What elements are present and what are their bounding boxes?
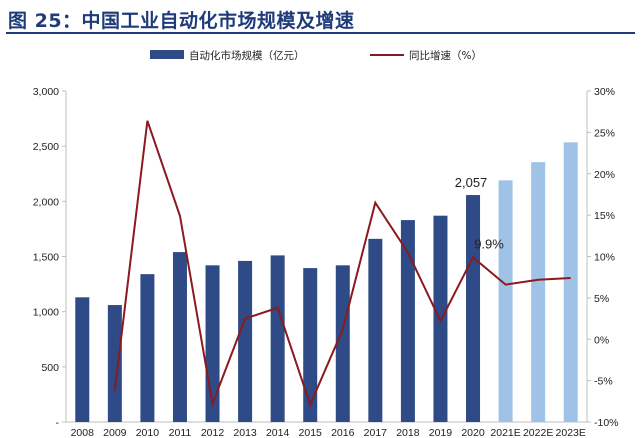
legend-label-bar: 自动化市场规模（亿元） — [189, 49, 305, 62]
x-tick-label: 2012 — [201, 427, 225, 438]
y-left-tick-label: 500 — [41, 362, 59, 374]
y-right-tick-label: -10% — [594, 417, 619, 429]
x-tick-label: 2015 — [299, 427, 323, 438]
bar-forecast — [563, 142, 578, 422]
x-tick-label: 2021E — [490, 427, 520, 438]
x-tick-label: 2011 — [169, 427, 192, 438]
growth-line — [113, 120, 571, 408]
bar-forecast — [531, 162, 546, 423]
data-label: 2,057 — [455, 175, 488, 190]
y-left-tick-label: 2,000 — [33, 196, 59, 208]
x-tick-label: 2016 — [331, 427, 355, 438]
figure-title: 图 25：中国工业自动化市场规模及增速 — [8, 10, 355, 32]
figure-title-bar: 图 25：中国工业自动化市场规模及增速 — [6, 4, 635, 34]
y-right-tick-label: 20% — [594, 169, 615, 181]
bar — [400, 220, 415, 422]
y-right-tick-label: 25% — [594, 127, 615, 139]
bar — [140, 274, 155, 422]
bar — [107, 305, 122, 422]
legend-swatch-bar — [150, 50, 184, 59]
x-tick-label: 2010 — [136, 427, 160, 438]
y-left-tick-label: - — [56, 417, 60, 429]
legend-label-line: 同比增速（%） — [409, 49, 482, 62]
x-tick-label: 2017 — [364, 427, 388, 438]
x-tick-label: 2018 — [396, 427, 420, 438]
data-label: 9.9% — [474, 236, 504, 251]
y-left-tick-label: 1,000 — [33, 307, 59, 319]
x-tick-label: 2009 — [103, 427, 127, 438]
x-tick-label: 2008 — [71, 427, 95, 438]
x-tick-label: 2022E — [523, 427, 553, 438]
bar — [238, 260, 253, 422]
x-tick-label: 2014 — [266, 427, 290, 438]
x-tick-label: 2013 — [233, 427, 257, 438]
bar — [303, 268, 318, 422]
bar — [75, 297, 90, 422]
y-left-tick-label: 2,500 — [33, 141, 59, 153]
y-right-tick-label: 5% — [594, 293, 609, 305]
bar — [270, 255, 285, 422]
bar — [335, 265, 350, 422]
y-right-tick-label: 15% — [594, 210, 615, 222]
bar-forecast — [498, 180, 513, 422]
bar — [466, 195, 481, 422]
bar — [368, 238, 383, 422]
y-right-tick-label: 10% — [594, 252, 615, 264]
x-tick-label: 2019 — [429, 427, 453, 438]
y-left-tick-label: 3,000 — [33, 86, 59, 98]
y-right-tick-label: 30% — [594, 86, 615, 98]
x-tick-label: 2023E — [556, 427, 586, 438]
bar — [172, 252, 187, 422]
y-right-tick-label: 0% — [594, 334, 609, 346]
y-right-tick-label: -5% — [594, 376, 613, 388]
x-tick-label: 2020 — [461, 427, 485, 438]
y-left-tick-label: 1,500 — [33, 252, 59, 264]
